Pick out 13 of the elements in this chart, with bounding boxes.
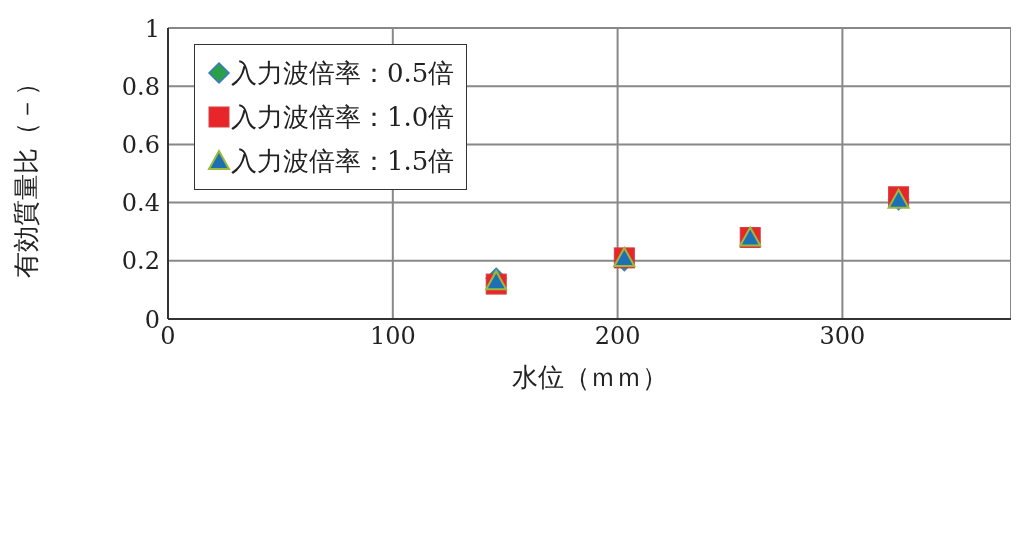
- y-tick-label: 0.6: [121, 130, 160, 159]
- x-tick-label: 100: [369, 322, 416, 351]
- legend-label: 入力波倍率：1.5倍: [231, 144, 455, 178]
- y-tick-label: 0.2: [121, 247, 160, 276]
- legend-label: 入力波倍率：1.0倍: [231, 100, 455, 134]
- y-tick-label: 1: [144, 14, 160, 43]
- x-tick-label: 300: [819, 322, 866, 351]
- y-tick-label: 0.8: [121, 72, 160, 101]
- legend-label: 入力波倍率：0.5倍: [231, 56, 455, 90]
- y-tick-label: 0.4: [121, 189, 160, 218]
- x-axis-title: 水位（ｍｍ）: [511, 362, 668, 392]
- y-axis-title: 有効質量比（－）: [11, 69, 42, 278]
- x-tick-label: 200: [594, 322, 641, 351]
